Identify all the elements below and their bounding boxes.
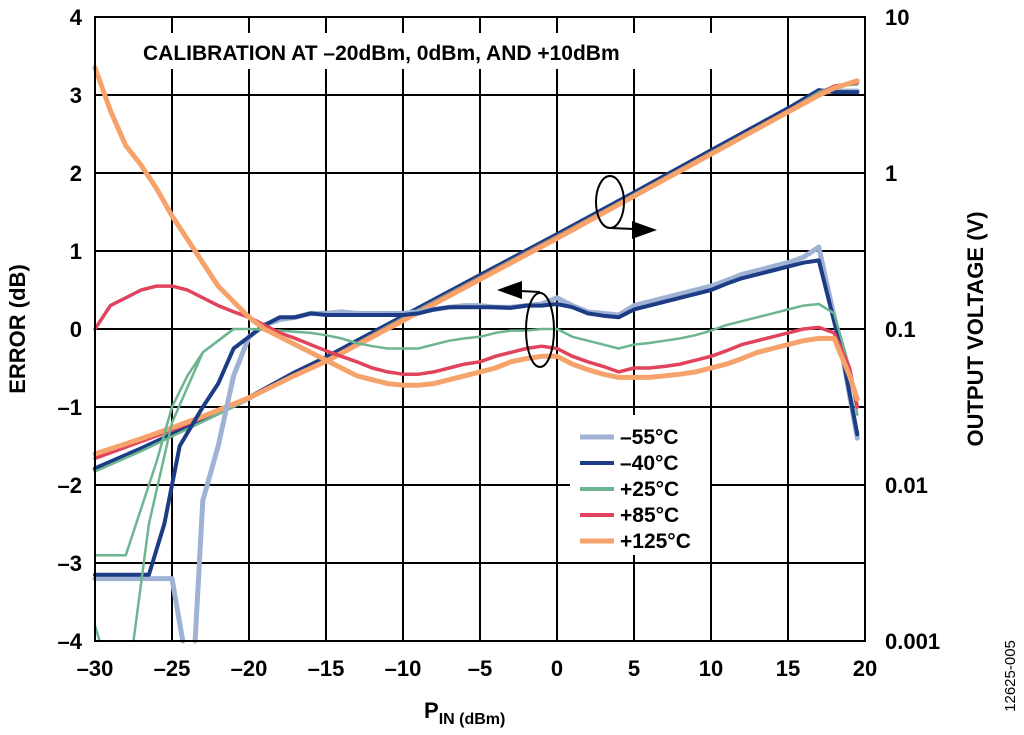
chart-title-background (130, 33, 740, 69)
legend: –55°C –40°C +25°C +85°C +125°C (570, 415, 710, 555)
error-line (92, 65, 860, 402)
x-axis-title: PIN (dBm) (424, 698, 505, 728)
y-left-tick-label: 1 (70, 239, 82, 264)
y-right-tick-label: 1 (885, 161, 897, 186)
x-tick-label: 20 (853, 656, 877, 681)
y-left-tick-label: 3 (70, 83, 82, 108)
y-left-tick-label: 2 (70, 161, 82, 186)
annotation-arrow-left-head (497, 281, 522, 299)
error-line (93, 284, 860, 409)
y-left-tick-label: 4 (70, 5, 83, 30)
grid (94, 16, 866, 642)
x-tick-label: 0 (551, 656, 563, 681)
output-voltage-line (92, 78, 860, 457)
plot-frame (94, 16, 866, 642)
legend-label: –40°C (620, 452, 679, 475)
y-left-tick-label: –3 (58, 551, 82, 576)
legend-items: –55°C –40°C +25°C +85°C +125°C (580, 426, 691, 553)
x-tick-label: 5 (628, 656, 640, 681)
annotation-arrow-right-head (632, 221, 657, 239)
y-left-tick-label: –2 (58, 473, 82, 498)
y-right-tick-labels: 10 1 0.1 0.01 0.001 (885, 5, 940, 654)
x-tick-labels: –30 –25 –20 –15 –10 –5 0 5 10 15 20 (77, 656, 878, 681)
annotation-arrow-left-line (519, 290, 541, 293)
legend-label: +125°C (620, 530, 691, 553)
y-right-tick-label: 10 (885, 5, 909, 30)
y-left-axis-title: ERROR (dB) (5, 264, 30, 394)
error-line (93, 302, 859, 557)
x-axis-title-rest: IN (dBm) (439, 711, 506, 728)
x-tick-label: –15 (308, 656, 345, 681)
y-left-tick-label: 0 (70, 317, 82, 342)
annotation-ellipse-left (525, 292, 555, 368)
x-tick-label: –10 (385, 656, 422, 681)
x-tick-label: –25 (154, 656, 191, 681)
chart-title: CALIBRATION AT –20dBm, 0dBm, AND +10dBm (143, 42, 620, 65)
y-right-axis-title: OUTPUT VOLTAGE (V) (963, 211, 988, 446)
x-tick-label: 10 (699, 656, 723, 681)
error-series (92, 65, 860, 644)
output-voltage-line (93, 88, 860, 471)
x-axis-title-prefix: P (424, 698, 439, 723)
y-right-tick-label: 0.1 (885, 317, 916, 342)
y-left-tick-labels: 4 3 2 1 0 –1 –2 –3 –4 (58, 5, 83, 654)
x-tick-label: –30 (77, 656, 114, 681)
x-tick-label: 15 (776, 656, 800, 681)
y-left-tick-label: –4 (58, 629, 83, 654)
legend-label: +25°C (620, 478, 679, 501)
annotation-right-arrow (595, 175, 657, 239)
x-tick-label: –20 (231, 656, 268, 681)
error-line (92, 576, 186, 644)
annotation-left-arrow (497, 281, 555, 368)
y-left-tick-label: –1 (58, 395, 82, 420)
legend-label: +85°C (620, 504, 679, 527)
output-voltage-series (92, 78, 860, 473)
annotation-arrow-right-line (609, 227, 635, 230)
x-tick-label: –5 (468, 656, 492, 681)
error-line (132, 327, 235, 643)
figure-id: 12625-005 (1002, 640, 1019, 712)
legend-label: –55°C (620, 426, 679, 449)
y-right-tick-label: 0.001 (885, 629, 940, 654)
y-right-tick-label: 0.01 (885, 473, 928, 498)
